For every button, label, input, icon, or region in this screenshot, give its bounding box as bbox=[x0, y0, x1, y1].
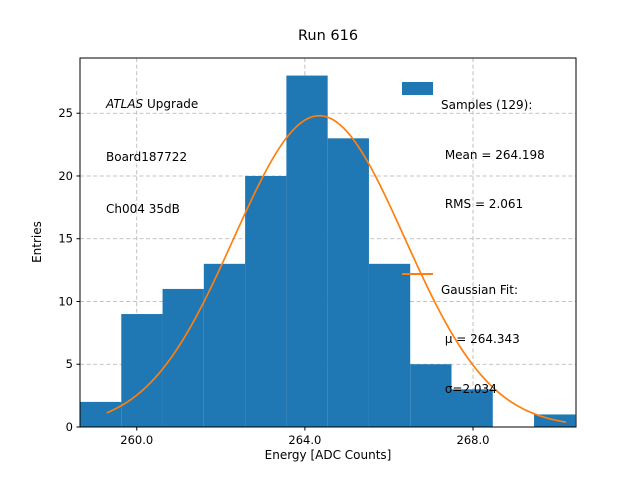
legend-samples-mean: Mean = 264.198 bbox=[441, 147, 545, 162]
annotation-box: ATLAS Upgrade Board187722 Ch004 35dB bbox=[106, 61, 198, 254]
annotation-upgrade-text: Upgrade bbox=[143, 97, 199, 111]
histogram-swatch bbox=[402, 82, 433, 95]
legend-fit-mu: μ = 264.343 bbox=[441, 332, 520, 346]
legend-fit-sigma: σ=2.034 bbox=[441, 381, 497, 396]
svg-text:15: 15 bbox=[58, 232, 73, 246]
svg-text:5: 5 bbox=[66, 357, 73, 371]
annotation-atlas-text: ATLAS bbox=[106, 97, 144, 111]
annotation-line-experiment: ATLAS Upgrade bbox=[106, 96, 198, 114]
fit-swatch bbox=[402, 272, 433, 275]
chart-title: Run 616 bbox=[297, 28, 359, 44]
legend-samples-text: Samples (129): Mean = 264.198 RMS = 2.06… bbox=[441, 64, 545, 246]
svg-text:268.0: 268.0 bbox=[457, 433, 490, 447]
svg-text:25: 25 bbox=[58, 106, 73, 120]
legend: Samples (129): Mean = 264.198 RMS = 2.06… bbox=[402, 64, 545, 433]
x-axis-label: Energy [ADC Counts] bbox=[264, 448, 392, 462]
legend-samples-rms: RMS = 2.061 bbox=[441, 197, 524, 211]
y-axis-label: Entries bbox=[30, 221, 44, 263]
annotation-line-channel: Ch004 35dB bbox=[106, 202, 180, 216]
svg-text:0: 0 bbox=[66, 420, 73, 434]
legend-fit-title: Gaussian Fit: bbox=[441, 282, 518, 297]
legend-samples-title: Samples (129): bbox=[441, 98, 533, 112]
svg-text:264.0: 264.0 bbox=[288, 433, 321, 447]
svg-text:20: 20 bbox=[58, 169, 73, 183]
legend-entry-fit: Gaussian Fit: μ = 264.343 σ=2.034 bbox=[402, 249, 545, 431]
legend-entry-samples: Samples (129): Mean = 264.198 RMS = 2.06… bbox=[402, 64, 545, 246]
annotation-line-board: Board187722 bbox=[106, 149, 188, 164]
legend-fit-text: Gaussian Fit: μ = 264.343 σ=2.034 bbox=[441, 249, 520, 431]
svg-text:260.0: 260.0 bbox=[120, 433, 153, 447]
svg-text:10: 10 bbox=[58, 294, 73, 308]
